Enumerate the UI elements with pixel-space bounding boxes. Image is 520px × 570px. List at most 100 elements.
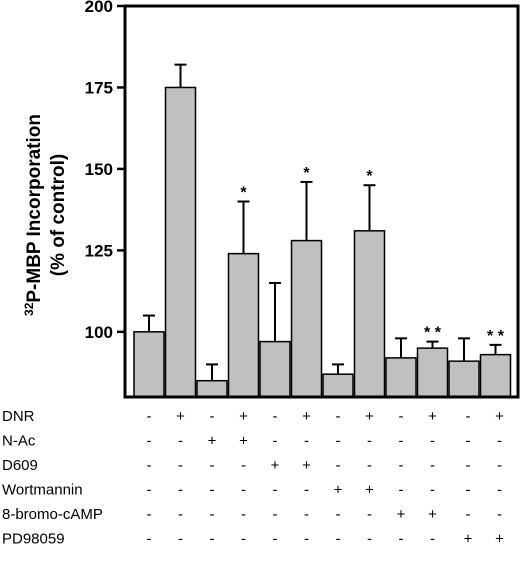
treatment-sign: - (466, 408, 471, 425)
treatment-sign: - (367, 433, 372, 450)
treatment-sign: + (208, 433, 217, 450)
treatment-sign: + (397, 506, 406, 523)
treatment-sign: - (497, 457, 502, 474)
y-axis-label-line1: 32P-MBP Incorporation (22, 114, 45, 316)
treatment-sign: - (273, 531, 278, 548)
treatment-sign: + (239, 408, 248, 425)
treatment-sign: - (466, 433, 471, 450)
treatment-sign: - (336, 433, 341, 450)
y-tick-label: 175 (85, 78, 113, 97)
treatment-sign: + (365, 408, 374, 425)
treatment-sign: - (497, 433, 502, 450)
treatment-sign: - (241, 482, 246, 499)
treatment-sign: + (176, 408, 185, 425)
y-axis-label: 32P-MBP Incorporation (% of control) (22, 114, 69, 316)
treatment-sign: - (241, 531, 246, 548)
y-axis-ticks: 100 125 150 175 200 (85, 0, 125, 342)
treatment-sign: - (210, 531, 215, 548)
significance-marker: * * (424, 325, 442, 342)
treatment-sign: - (178, 531, 183, 548)
treatment-sign: - (273, 482, 278, 499)
treatment-sign: - (399, 408, 404, 425)
y-tick-label: 150 (85, 160, 113, 179)
treatment-sign: - (273, 433, 278, 450)
treatment-sign: - (399, 433, 404, 450)
treatment-sign: + (334, 482, 343, 499)
bar (416, 347, 449, 398)
treatment-label: DNR (2, 408, 35, 425)
treatment-sign: - (210, 457, 215, 474)
treatment-sign: - (497, 506, 502, 523)
treatment-sign: - (336, 408, 341, 425)
treatment-label: 8-bromo-cAMP (2, 506, 103, 523)
treatment-sign: + (428, 506, 437, 523)
treatment-sign: - (210, 506, 215, 523)
treatment-label: N-Ac (2, 433, 36, 450)
treatment-sign: - (336, 457, 341, 474)
bar (290, 239, 323, 398)
treatment-sign: + (428, 408, 437, 425)
bars (133, 86, 512, 398)
treatment-sign: - (273, 408, 278, 425)
treatment-sign: - (367, 457, 372, 474)
treatment-sign: - (336, 506, 341, 523)
treatment-sign: - (273, 506, 278, 523)
treatment-sign: - (241, 457, 246, 474)
error-bars (143, 63, 502, 381)
treatment-sign: + (302, 457, 311, 474)
bar (322, 373, 354, 398)
treatment-sign: - (178, 457, 183, 474)
treatment-sign: + (365, 482, 374, 499)
treatment-sign: - (147, 531, 152, 548)
bar (227, 252, 260, 398)
treatment-sign: - (497, 482, 502, 499)
treatment-sign: - (304, 531, 309, 548)
treatment-sign: - (367, 531, 372, 548)
y-tick-label: 200 (85, 0, 113, 16)
treatment-sign: - (399, 457, 404, 474)
bar (448, 360, 480, 398)
treatment-sign: - (210, 482, 215, 499)
treatment-sign: - (430, 531, 435, 548)
significance-marker: * (366, 168, 373, 185)
treatment-sign: - (178, 506, 183, 523)
treatment-sign: - (147, 457, 152, 474)
treatment-label: Wortmannin (2, 482, 83, 499)
treatment-sign: - (178, 482, 183, 499)
bar (353, 230, 386, 398)
treatment-sign: + (495, 531, 504, 548)
treatment-sign: + (464, 531, 473, 548)
treatment-label: D609 (2, 457, 38, 474)
treatment-sign: - (210, 408, 215, 425)
treatment-sign: - (430, 482, 435, 499)
bar (164, 86, 197, 398)
y-axis-label-superscript: 32 (22, 302, 36, 316)
treatment-sign: + (495, 408, 504, 425)
significance-marker: * * (487, 328, 505, 345)
treatment-sign: - (147, 433, 152, 450)
bar (479, 353, 512, 398)
treatment-sign: - (466, 457, 471, 474)
treatment-sign: - (178, 433, 183, 450)
treatment-sign: - (399, 531, 404, 548)
bar (385, 357, 417, 398)
plot-area-frame (123, 4, 520, 399)
bar (259, 340, 291, 398)
treatment-sign: - (466, 506, 471, 523)
treatment-sign: + (239, 433, 248, 450)
bar (133, 331, 165, 398)
treatment-sign: - (241, 506, 246, 523)
treatment-sign: - (367, 506, 372, 523)
treatment-sign: - (147, 506, 152, 523)
significance-markers: * * * * * * * (240, 165, 504, 345)
treatment-sign: - (430, 433, 435, 450)
y-axis-label-text: P-MBP Incorporation (24, 114, 45, 303)
y-axis-label-line2: (% of control) (48, 154, 69, 276)
treatment-sign: - (336, 531, 341, 548)
treatment-sign: - (147, 408, 152, 425)
treatment-table: DNR - + - + - + - + - + - + N-Ac - - + + - - - - - - - - D609 - - - - +… (2, 408, 504, 548)
significance-marker: * (303, 165, 310, 182)
treatment-sign: - (466, 482, 471, 499)
treatment-sign: - (430, 457, 435, 474)
